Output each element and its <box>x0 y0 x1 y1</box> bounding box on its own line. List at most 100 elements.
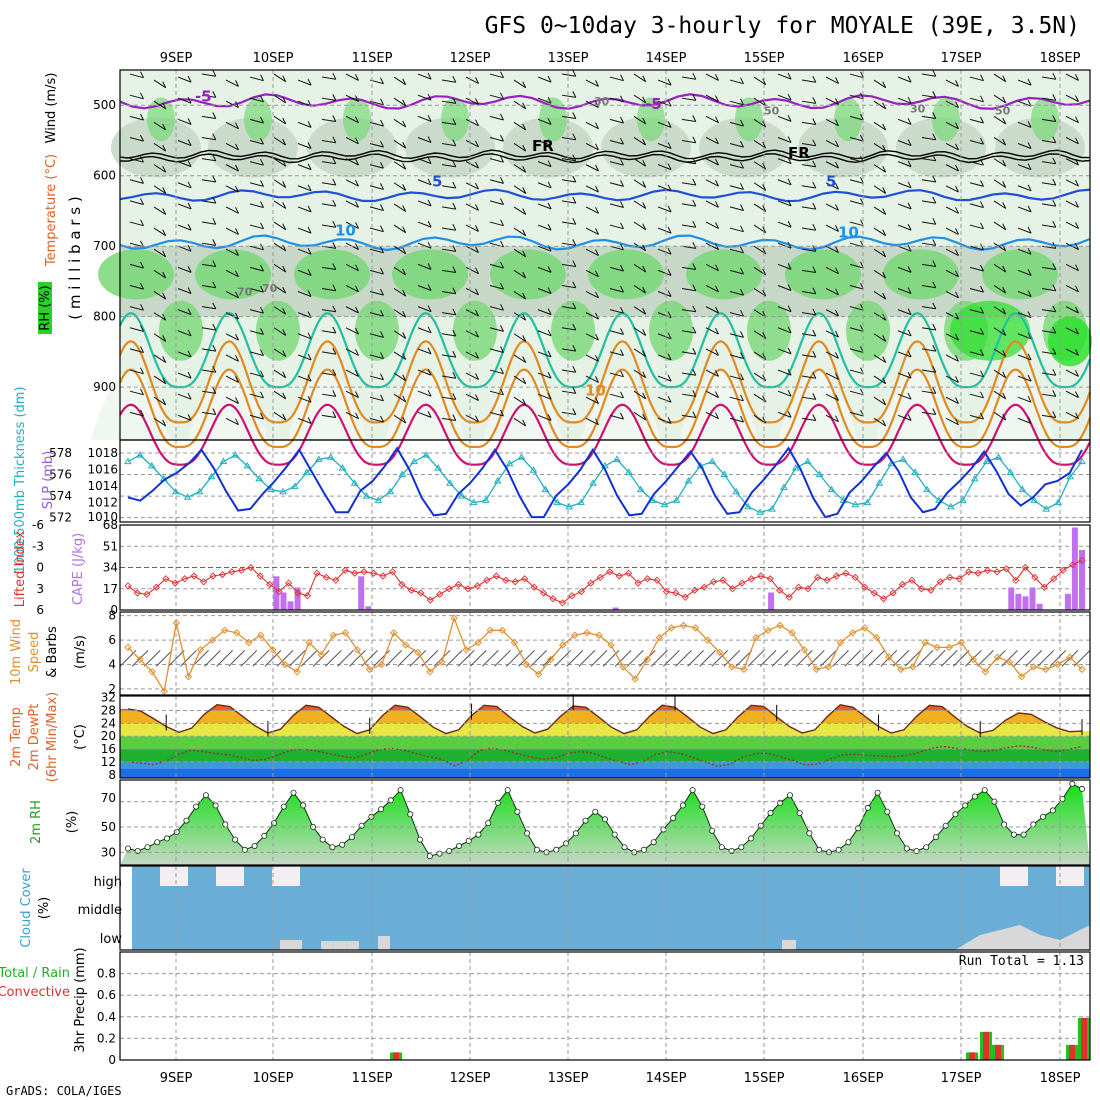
rh2m-point <box>767 810 774 817</box>
wind-barb-flag <box>835 246 839 253</box>
contour-label: 10 <box>335 222 356 240</box>
li-point <box>360 568 368 576</box>
thickness-point <box>446 479 454 486</box>
li-point <box>237 566 245 574</box>
wind-barb-flag <box>620 328 624 335</box>
wind-barb-flag <box>427 241 432 249</box>
wind-barb-flag <box>380 161 384 169</box>
wind-barb <box>561 200 576 204</box>
run-total-label: Run Total = 1.13 <box>959 954 1084 969</box>
wind-barb <box>777 390 792 397</box>
wind-barb-flag <box>787 347 792 355</box>
rh2m-point <box>1049 807 1056 814</box>
wind-barb <box>273 263 286 273</box>
wind-barb-flag <box>547 392 552 400</box>
wind-barb-flag <box>427 347 432 355</box>
day-labels-bottom: 9SEP 10SEP 11SEP 12SEP 13SEP 14SEP 15SEP 16SEP 1… <box>160 1071 1081 1086</box>
panel-frame <box>119 439 1091 523</box>
wind-barb <box>969 76 984 82</box>
wind-barb-flag <box>715 391 719 398</box>
wind-barb <box>441 417 456 421</box>
wind10-barb <box>964 650 982 667</box>
wind-barb <box>945 121 959 130</box>
wind-barb-flag <box>715 116 719 123</box>
wind-barb-flag <box>882 356 887 363</box>
wind-barb-flag <box>380 331 384 338</box>
li-point <box>1021 563 1029 572</box>
wind-barb <box>585 79 599 87</box>
li-point <box>369 569 378 577</box>
wind-barb <box>321 393 336 397</box>
wind-barb <box>969 372 984 378</box>
wind-barb <box>417 263 432 270</box>
temp2m-line <box>127 703 1083 735</box>
ylabel-temp2m-2: 2m DewPt <box>27 704 42 771</box>
wind-barb <box>249 203 264 208</box>
tick-label: 572 <box>49 511 72 525</box>
wind-barb-flag <box>620 74 624 81</box>
wind-barb-flag <box>212 408 217 415</box>
wind-barb-flag <box>140 155 144 163</box>
wind-barb-flag <box>595 207 599 214</box>
wind-barb <box>1065 179 1079 187</box>
ylabel-wind10-3: & Barbs <box>45 626 60 678</box>
wind-barb-flag <box>332 94 337 101</box>
wind-barb <box>225 143 239 151</box>
tick-label: 1010 <box>87 510 118 524</box>
wind10-barb <box>481 650 499 667</box>
tick-label: 3 <box>36 582 44 596</box>
wind-barb <box>225 354 239 362</box>
wind-barb-flag <box>642 75 647 82</box>
wind-barb-flag <box>835 309 839 317</box>
wind10-point <box>667 624 676 632</box>
wind-barb <box>969 309 984 314</box>
li-point <box>171 579 179 587</box>
wind-barb <box>585 417 599 426</box>
wind-barb <box>465 203 479 211</box>
wind10-barb <box>675 650 692 667</box>
wind-barb-flag <box>162 313 167 321</box>
wind-barb <box>153 396 166 406</box>
wind-barb <box>417 390 432 397</box>
wind-barb <box>273 327 286 336</box>
wind-barb <box>177 330 192 337</box>
wind-barb <box>153 206 166 215</box>
wind-barb-flag <box>355 327 359 335</box>
li-point <box>332 576 340 584</box>
wind-barb-flag <box>715 158 719 166</box>
wind-barb <box>249 118 264 124</box>
wind10-barb <box>663 650 680 667</box>
wind-barb-flag <box>427 72 432 80</box>
temp2m-area <box>120 694 1090 737</box>
wind-barb <box>681 118 696 122</box>
wind10-point <box>558 641 567 649</box>
wind-barb-flag <box>282 329 287 336</box>
wind-barb <box>921 158 936 162</box>
wind10-barb <box>240 650 258 667</box>
thickness-point <box>970 474 979 482</box>
wind-barb-flag <box>667 78 672 86</box>
rh2m-point <box>1030 821 1037 828</box>
wind-barb <box>489 158 504 163</box>
wind-barb-flag <box>812 181 817 189</box>
rh2m-point <box>183 817 190 824</box>
wind10-point <box>993 653 1002 661</box>
wind10-point <box>232 629 241 637</box>
wind-barb-flag <box>762 374 767 381</box>
wind-barb-flag <box>595 270 599 277</box>
rh-blob <box>392 249 468 300</box>
day-label: 17SEP <box>941 1071 982 1086</box>
wind-barb <box>513 333 526 342</box>
wind-barb-flag <box>140 282 144 290</box>
wind-barb-flag <box>212 260 217 267</box>
wind-barb-flag <box>1027 78 1032 86</box>
wind-barb <box>969 393 984 399</box>
wind-barb <box>561 306 576 310</box>
cloud-cover-bars <box>132 866 1090 950</box>
wind-barb <box>417 94 432 101</box>
wind-barb-flag <box>762 162 767 170</box>
wind-barb-flag <box>282 286 287 294</box>
wind-barb-flag <box>355 179 359 187</box>
wind-barb-flag <box>475 161 479 169</box>
wind-barb <box>201 348 216 352</box>
